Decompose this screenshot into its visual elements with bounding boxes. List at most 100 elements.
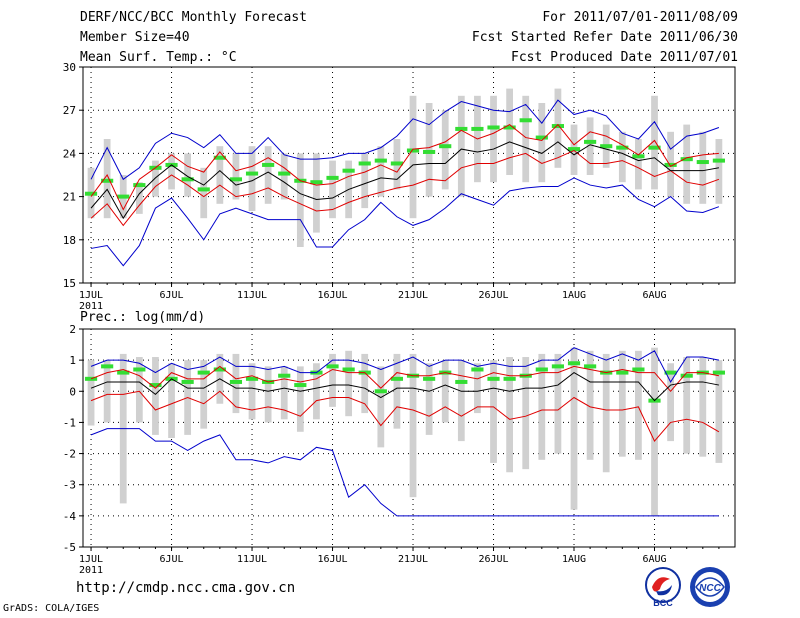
precip-range-box — [425, 363, 433, 435]
precip-median-mark — [197, 370, 210, 375]
precip-range-box — [329, 353, 336, 407]
temp-median-mark — [197, 187, 210, 192]
forecast-period: For 2011/07/01-2011/08/09 — [542, 10, 738, 25]
precip-range-box — [296, 366, 304, 432]
temp-median-mark — [213, 155, 226, 160]
temp-median-mark — [326, 175, 339, 180]
precip-range-box — [152, 357, 159, 435]
temp-series-mean — [90, 141, 719, 220]
temp-range-box — [216, 146, 224, 204]
precip-xtick-label: 6JUL — [159, 554, 183, 565]
precip-median-mark — [632, 367, 645, 372]
precip-median-mark — [133, 367, 146, 372]
temp-median-mark — [181, 177, 194, 182]
forecast-title: DERF/NCC/BCC Monthly Forecast — [80, 10, 307, 25]
temp-median-mark — [117, 194, 130, 199]
precip-median-mark — [423, 376, 436, 381]
precip-median-mark — [664, 370, 677, 375]
temp-range-box — [184, 153, 192, 197]
precip-range-box — [313, 363, 320, 420]
precip-median-mark — [616, 370, 629, 375]
precip-label: Prec.: log(mm/d) — [80, 310, 206, 325]
precip-range-box — [135, 357, 143, 423]
member-size: Member Size=40 — [80, 30, 190, 45]
temp-median-mark — [680, 157, 693, 162]
precip-median-mark — [278, 373, 291, 378]
temp-xtick-label: 6AUG — [642, 290, 666, 301]
precip-range-box — [667, 363, 674, 442]
precip-ytick-label: 0 — [69, 385, 76, 398]
temp-median-mark — [245, 171, 259, 176]
precip-xtick-label: 11JUL — [237, 554, 267, 565]
temp-series-min — [90, 99, 720, 181]
precip-xtick-label: 16JUL — [317, 554, 347, 565]
precip-xtick-label: 21JUL — [398, 554, 428, 565]
precip-range-box — [538, 353, 546, 460]
precip-range-box — [345, 350, 353, 417]
precip-median-mark — [181, 379, 194, 384]
precip-range-box — [409, 353, 417, 498]
precip-median-mark — [342, 367, 355, 372]
temp-range-box — [152, 160, 159, 197]
temp-median-mark — [84, 191, 98, 196]
precip-median-mark — [245, 376, 259, 381]
temp-median-mark — [229, 177, 243, 182]
header-right: For 2011/07/01-2011/08/09 Fcst Started R… — [472, 8, 738, 68]
temp-range-box — [490, 95, 497, 183]
temp-xtick-label: 6JUL — [159, 290, 183, 301]
temp-median-mark — [519, 118, 532, 123]
precip-xtick-label: 6AUG — [642, 554, 666, 565]
precip-median-mark — [487, 376, 500, 381]
precip-median-mark — [503, 376, 516, 381]
temp-median-mark — [648, 145, 661, 150]
temp-range-box — [457, 95, 465, 197]
temp-median-mark — [632, 154, 645, 159]
temp-median-mark — [374, 158, 387, 163]
temp-median-mark — [455, 126, 468, 131]
temp-xtick-label: 21JUL — [398, 290, 428, 301]
precip-range-box — [248, 363, 256, 420]
temp-range-box — [200, 167, 208, 219]
temp-median-mark — [406, 148, 420, 153]
temp-range-box — [506, 88, 513, 175]
temp-median-mark — [503, 125, 516, 130]
precip-range-box — [586, 350, 594, 460]
variable-label: Mean Surf. Temp.: °C — [80, 50, 237, 65]
temp-range-box — [635, 139, 642, 190]
precip-ytick-label: 1 — [69, 354, 76, 367]
temp-xtick-label: 26JUL — [478, 290, 508, 301]
temp-range-box — [361, 153, 369, 209]
temp-series-max — [90, 177, 720, 267]
temp-median-mark — [278, 171, 291, 176]
precip-range-box — [554, 353, 562, 454]
precip-series-upper — [90, 365, 719, 393]
temp-range-box — [377, 146, 385, 197]
temp-median-mark — [423, 149, 436, 154]
temp-median-mark — [358, 161, 371, 166]
temp-series-upper — [90, 123, 719, 211]
bcc-logo-text: BCC — [653, 598, 673, 608]
temp-median-mark — [584, 139, 597, 144]
precip-median-mark — [390, 376, 404, 381]
precip-median-mark — [117, 370, 130, 375]
temp-median-mark — [696, 160, 709, 165]
precip-ytick-label: -5 — [63, 541, 76, 554]
header-left: DERF/NCC/BCC Monthly Forecast Member Siz… — [80, 8, 307, 68]
temp-median-mark — [439, 144, 452, 149]
temp-ytick-label: 18 — [63, 234, 76, 247]
temp-range-box — [651, 95, 658, 190]
temp-median-mark — [101, 178, 114, 183]
temp-median-mark — [712, 158, 725, 163]
source-url[interactable]: http://cmdp.ncc.cma.gov.cn — [76, 580, 296, 596]
start-date: Fcst Started Refer Date 2011/06/30 — [471, 30, 738, 45]
precip-range-box — [361, 353, 369, 414]
temp-xtick-label: 16JUL — [317, 290, 347, 301]
temp-median-mark — [133, 183, 146, 188]
precip-range-box — [651, 347, 658, 516]
precip-range-box — [699, 357, 707, 457]
precip-ytick-label: -2 — [63, 448, 76, 461]
temp-xtick-label: 1JUL — [79, 290, 103, 301]
precip-range-box — [618, 350, 626, 457]
